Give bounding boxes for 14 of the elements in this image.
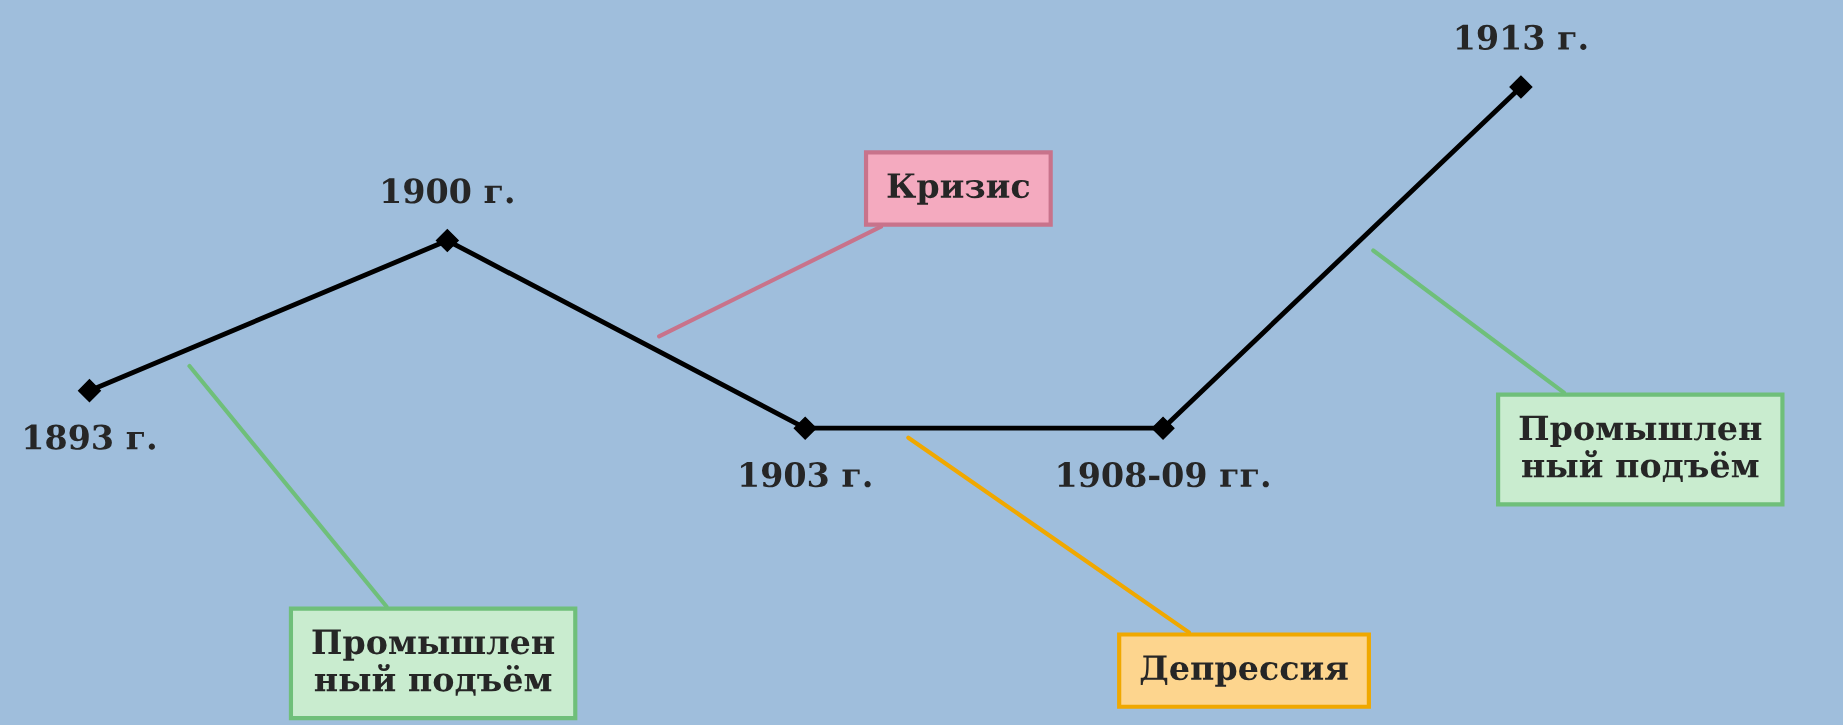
x-tick-label: 1913 г. (1456, 24, 1587, 50)
point (1509, 75, 1533, 99)
point (793, 416, 817, 440)
point (435, 229, 459, 253)
text: Промышлен ный подъём (312, 629, 555, 696)
annotation: Промышлен ный подъём (1519, 415, 1762, 482)
text: Депрессия (1140, 655, 1348, 687)
x-tick-label: 1900 г. (383, 178, 513, 204)
x-tick-label: 1903 г. (741, 462, 871, 488)
point (1151, 416, 1175, 440)
x-tick-label: 1908-09 гг. (1058, 462, 1269, 488)
x-tick-label: 1893 г. (25, 424, 155, 450)
point (77, 379, 101, 403)
annotation: Кризис (887, 173, 1030, 205)
